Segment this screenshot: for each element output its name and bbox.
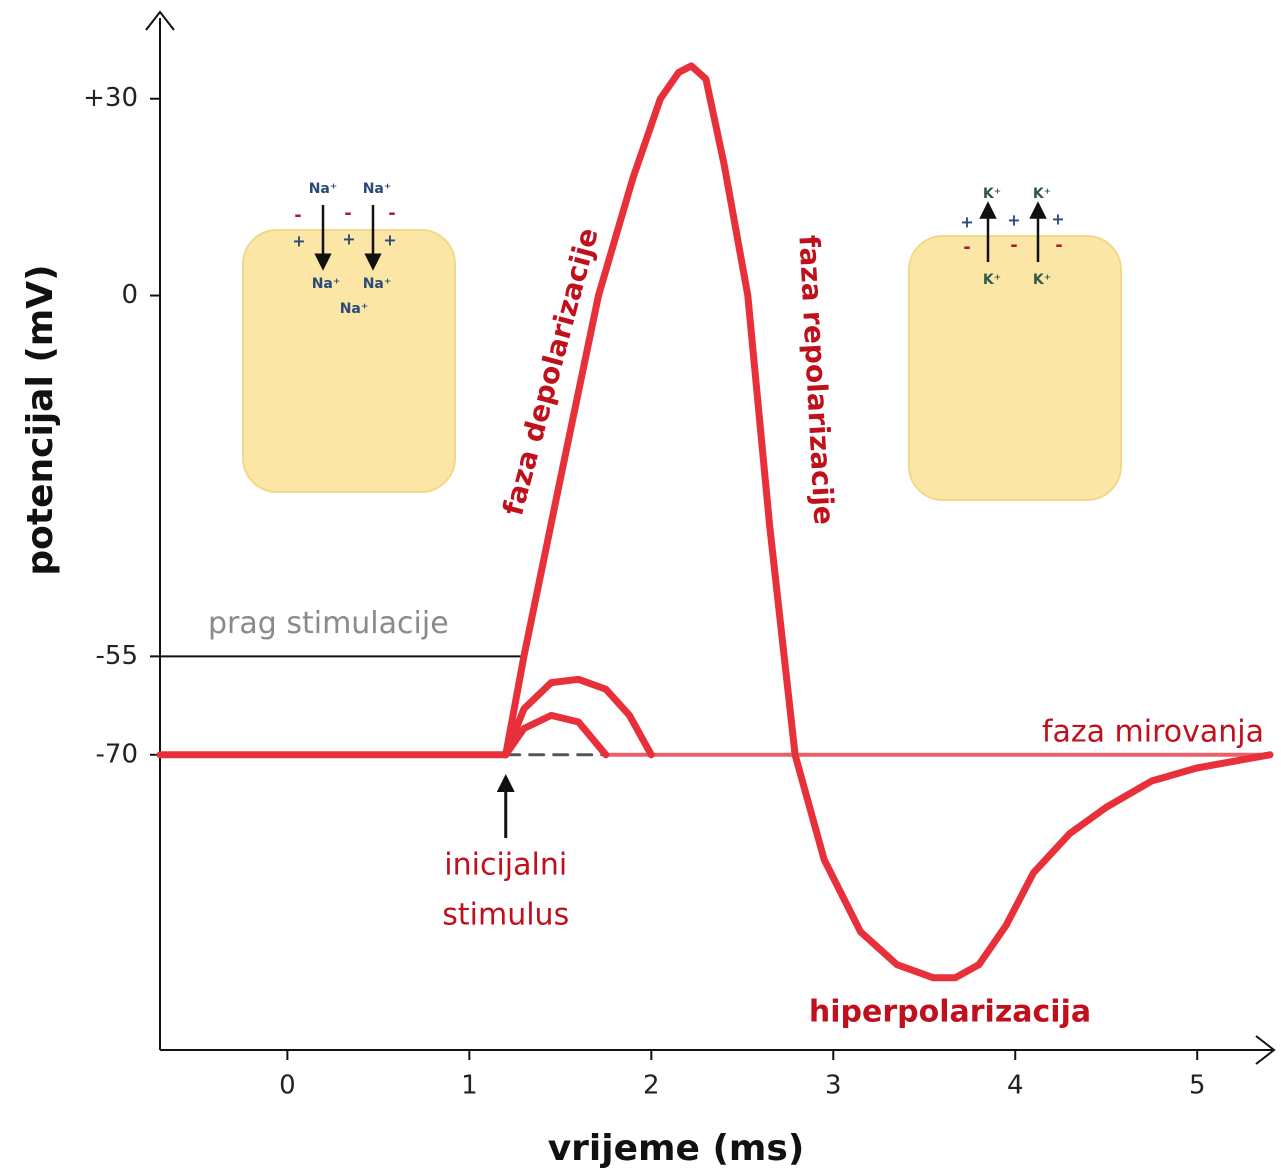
y-tick-label: -55	[96, 641, 138, 671]
charge: -	[294, 205, 301, 226]
phase-label: hiperpolarizacija	[809, 995, 1091, 1030]
x-tick-label: 0	[279, 1071, 296, 1101]
phase-label: faza depolarizacije	[496, 224, 605, 519]
series-line	[502, 711, 610, 759]
x-axis-arrow	[1255, 1035, 1276, 1065]
charge: +	[960, 213, 973, 232]
ion-label: Na⁺	[312, 276, 341, 292]
threshold-label: prag stimulacije	[208, 606, 449, 641]
cell	[908, 235, 1122, 501]
y-tick-label: 0	[121, 280, 138, 310]
ion-label: Na⁺	[340, 301, 369, 317]
x-axis-label: vrijeme (ms)	[548, 1128, 805, 1169]
charge: +	[1051, 210, 1064, 229]
charge: +	[292, 232, 305, 251]
charge: +	[1007, 211, 1020, 230]
series-line	[502, 675, 655, 759]
x-tick-label: 2	[643, 1071, 660, 1101]
cell	[242, 229, 456, 493]
charge: -	[1055, 235, 1062, 256]
charge: -	[344, 203, 351, 224]
ion-label: K⁺	[983, 186, 1001, 202]
charge: +	[383, 231, 396, 250]
x-tick-label: 3	[825, 1071, 842, 1101]
stimulus-label: stimulus	[442, 898, 569, 933]
ion-label: Na⁺	[363, 181, 392, 197]
charge: +	[342, 230, 355, 249]
charge: -	[1010, 235, 1017, 256]
y-tick-label: +30	[83, 83, 138, 113]
series-line	[156, 62, 1274, 982]
ion-label: Na⁺	[363, 276, 392, 292]
phase-label: faza mirovanja	[1042, 715, 1264, 750]
ion-label: K⁺	[1033, 272, 1051, 288]
stimulus-label: inicijalni	[444, 848, 567, 883]
x-tick-label: 4	[1007, 1071, 1024, 1101]
charge: -	[963, 237, 970, 258]
y-axis-arrow	[145, 10, 175, 31]
ion-label: K⁺	[1033, 186, 1051, 202]
y-tick-label: -70	[96, 739, 138, 769]
ion-label: K⁺	[983, 272, 1001, 288]
y-axis-label: potencijal (mV)	[20, 264, 61, 575]
x-tick-label: 1	[461, 1071, 478, 1101]
ion-label: Na⁺	[309, 181, 338, 197]
x-tick-label: 5	[1189, 1071, 1206, 1101]
charge: -	[388, 203, 395, 224]
phase-label: faza repolarizacije	[792, 234, 840, 525]
stimulus-arrowhead	[496, 774, 515, 792]
